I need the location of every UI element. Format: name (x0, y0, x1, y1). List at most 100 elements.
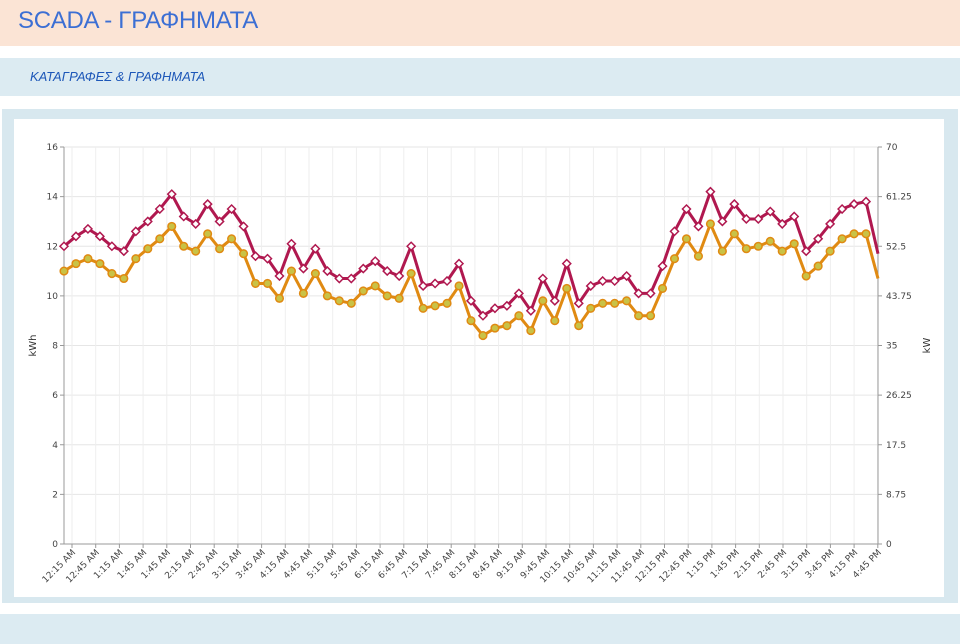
data-point (131, 254, 141, 264)
data-point (598, 298, 608, 308)
data-point (58, 241, 70, 252)
data-point (358, 263, 369, 274)
data-point (669, 254, 680, 264)
y2-tick-label: 52.5 (886, 242, 906, 252)
data-point (167, 221, 177, 231)
data-point (107, 268, 117, 279)
data-point (801, 246, 812, 257)
data-point (203, 229, 213, 239)
section-header: ΚΑΤΑΓΡΑΦΕΣ & ΓΡΑΦΗΜΑΤΑ (0, 58, 960, 96)
data-point (382, 266, 393, 277)
y2-tick-label: 8.75 (886, 490, 906, 500)
data-point (227, 234, 237, 244)
data-point (95, 259, 105, 269)
page-header: SCADA - ΓΡΑΦΗΜΑΤΑ (0, 0, 960, 46)
data-point (753, 213, 764, 225)
data-point (453, 258, 465, 269)
data-point (215, 244, 225, 254)
data-point (418, 280, 429, 292)
data-point (179, 241, 189, 251)
data-point (441, 275, 453, 287)
data-point (609, 275, 620, 287)
y-tick-label: 2 (52, 490, 58, 500)
data-point (286, 238, 297, 249)
data-point (70, 231, 82, 242)
data-point (94, 231, 105, 242)
y-tick-label: 12 (47, 242, 58, 252)
data-point (825, 218, 836, 229)
data-point (549, 295, 560, 306)
data-point (334, 273, 345, 284)
data-point (765, 236, 775, 246)
data-point (298, 263, 309, 274)
data-point (657, 283, 668, 293)
data-point (501, 300, 512, 311)
data-point (346, 298, 356, 308)
chart-container: 0 2 4 6 8 10 12 14 16 0 8.75 17.5 26.25 35 43.75 52.5 61… (14, 119, 944, 597)
line-chart: 0 2 4 6 8 10 12 14 16 0 8.75 17.5 26.25 35 43.75 52.5 61… (28, 143, 933, 585)
data-point (537, 273, 548, 284)
data-point (837, 234, 847, 244)
data-point (681, 234, 692, 244)
data-point (394, 270, 405, 282)
data-point (465, 295, 477, 306)
data-point (789, 211, 800, 222)
data-point (466, 316, 476, 326)
y2-axis-title: kW (922, 338, 933, 354)
data-point (861, 229, 871, 239)
data-point (406, 268, 416, 279)
section-title: ΚΑΤΑΓΡΑΦΕΣ & ΓΡΑΦΗΜΑΤΑ (30, 69, 206, 84)
data-point (538, 296, 548, 306)
data-point (430, 278, 441, 289)
data-point (657, 261, 668, 272)
data-point (442, 298, 452, 308)
data-point (741, 213, 752, 225)
data-point (142, 216, 153, 227)
data-point (813, 233, 824, 244)
data-point (250, 278, 261, 289)
data-point (106, 241, 117, 252)
data-point (250, 251, 261, 262)
y-tick-label: 8 (52, 342, 58, 352)
data-point (370, 256, 381, 267)
data-point (310, 268, 320, 279)
y2-tick-label: 35 (886, 342, 897, 352)
data-point (239, 249, 249, 259)
data-point (681, 203, 692, 215)
y2-tick-label: 43.75 (886, 292, 912, 302)
data-point (705, 186, 716, 197)
data-point (813, 261, 823, 271)
y2-tick-label: 70 (886, 143, 898, 153)
data-point (454, 281, 464, 291)
data-point (574, 321, 584, 331)
data-point (155, 234, 165, 244)
data-point (825, 246, 835, 256)
data-point (202, 199, 213, 210)
data-point (801, 271, 811, 281)
y-tick-label: 16 (47, 143, 59, 153)
data-point (490, 323, 500, 333)
data-point (705, 219, 715, 229)
data-point (214, 216, 225, 227)
data-point (789, 239, 799, 249)
data-point (753, 241, 763, 251)
data-point (717, 216, 728, 227)
data-point (622, 296, 632, 306)
data-point (83, 254, 93, 264)
data-point (729, 199, 740, 210)
data-point (848, 199, 860, 210)
data-point (262, 253, 273, 264)
page-title: SCADA - ΓΡΑΦΗΜΑΤΑ (18, 7, 258, 34)
data-point (633, 288, 644, 299)
data-point (370, 281, 380, 291)
data-point (191, 246, 201, 256)
data-point (346, 273, 357, 284)
y-tick-label: 14 (47, 193, 59, 203)
data-point (238, 221, 249, 232)
data-point (645, 288, 656, 299)
data-point (550, 316, 560, 326)
data-point (693, 251, 703, 261)
data-point (610, 298, 620, 308)
data-point (322, 266, 333, 277)
y-axis-title: kWh (28, 334, 39, 356)
